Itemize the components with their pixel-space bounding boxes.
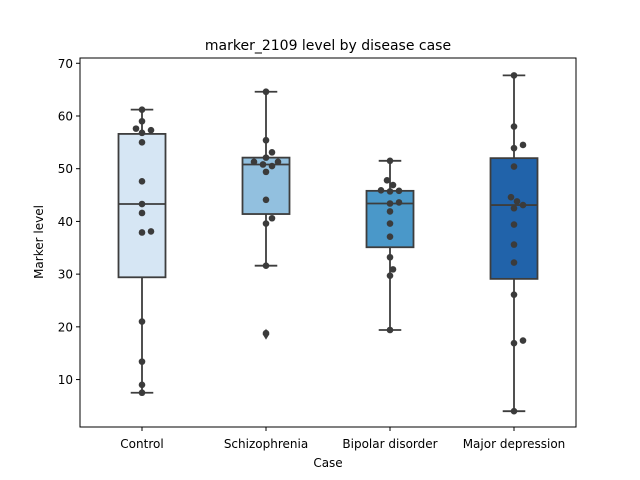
y-tick-label: 60: [58, 109, 73, 123]
data-point: [510, 221, 518, 228]
data-point: [262, 88, 270, 96]
y-tick-label: 50: [58, 162, 73, 176]
plot-area: [117, 72, 539, 415]
y-tick-label: 70: [58, 57, 73, 71]
y-tick-label: 10: [58, 373, 73, 387]
data-point: [132, 125, 140, 132]
data-point: [138, 139, 146, 146]
data-point: [138, 318, 146, 325]
data-point: [138, 389, 146, 397]
data-point: [510, 339, 518, 347]
x-tick-label: Schizophrenia: [224, 437, 308, 451]
data-point: [510, 163, 518, 170]
data-point: [138, 178, 146, 185]
y-tick-label: 20: [58, 320, 73, 334]
data-point: [386, 208, 394, 215]
data-point: [262, 154, 270, 161]
x-tick-label: Bipolar disorder: [342, 437, 437, 451]
data-point: [138, 381, 146, 389]
data-point: [395, 187, 403, 195]
point-group-3: [507, 72, 527, 415]
data-point: [262, 220, 270, 227]
data-point: [268, 162, 276, 170]
data-point: [377, 187, 385, 194]
data-point: [262, 262, 270, 269]
box-iqr: [489, 157, 539, 280]
data-point: [513, 198, 521, 205]
data-point: [386, 157, 394, 165]
point-group-2: [377, 157, 403, 334]
y-axis-label: Marker level: [32, 205, 46, 279]
data-point: [250, 158, 258, 166]
data-point: [389, 181, 397, 189]
box-iqr: [241, 156, 291, 215]
data-point: [510, 123, 518, 130]
data-point: [386, 253, 394, 261]
data-point: [510, 241, 518, 248]
data-point: [268, 149, 276, 156]
data-point: [262, 196, 270, 204]
data-point: [138, 229, 146, 236]
x-axis: Control Schizophrenia Bipolar disorder Majo…: [120, 427, 565, 451]
data-point: [262, 136, 270, 144]
y-axis: 10 20 30 40 50 60 70: [58, 57, 80, 387]
data-point: [386, 272, 394, 280]
point-group-1: [250, 88, 282, 337]
data-point: [138, 129, 146, 137]
data-point: [510, 259, 518, 266]
chart-title: marker_2109 level by disease case: [205, 38, 451, 54]
data-point: [138, 200, 146, 208]
y-tick-label: 30: [58, 268, 73, 282]
data-point: [386, 200, 394, 207]
data-point: [386, 233, 394, 241]
data-point: [510, 291, 518, 298]
data-point: [138, 209, 146, 217]
data-point: [510, 204, 518, 212]
data-point: [268, 214, 276, 222]
data-point: [262, 168, 270, 176]
data-point: [386, 326, 394, 334]
point-group-0: [132, 106, 155, 397]
axes-frame: [79, 57, 577, 428]
x-tick-label: Control: [120, 437, 163, 451]
data-point: [510, 144, 518, 152]
data-point: [386, 188, 394, 195]
data-point: [147, 228, 155, 235]
data-point: [274, 158, 282, 166]
data-point: [138, 106, 146, 113]
y-tick-label: 40: [58, 215, 73, 229]
data-point: [510, 72, 518, 79]
data-point: [510, 407, 518, 415]
data-point: [262, 329, 270, 337]
data-point: [138, 117, 146, 125]
data-point: [519, 141, 527, 149]
data-point: [389, 266, 397, 273]
x-tick-label: Major depression: [463, 437, 566, 451]
data-point: [138, 358, 146, 365]
data-point: [519, 201, 527, 209]
data-point: [519, 337, 527, 344]
x-axis-label: Case: [313, 456, 342, 470]
data-point: [147, 126, 155, 134]
data-point: [383, 176, 391, 184]
data-point: [507, 193, 515, 201]
data-point: [259, 161, 267, 168]
data-point: [386, 220, 394, 227]
data-point: [395, 199, 403, 206]
